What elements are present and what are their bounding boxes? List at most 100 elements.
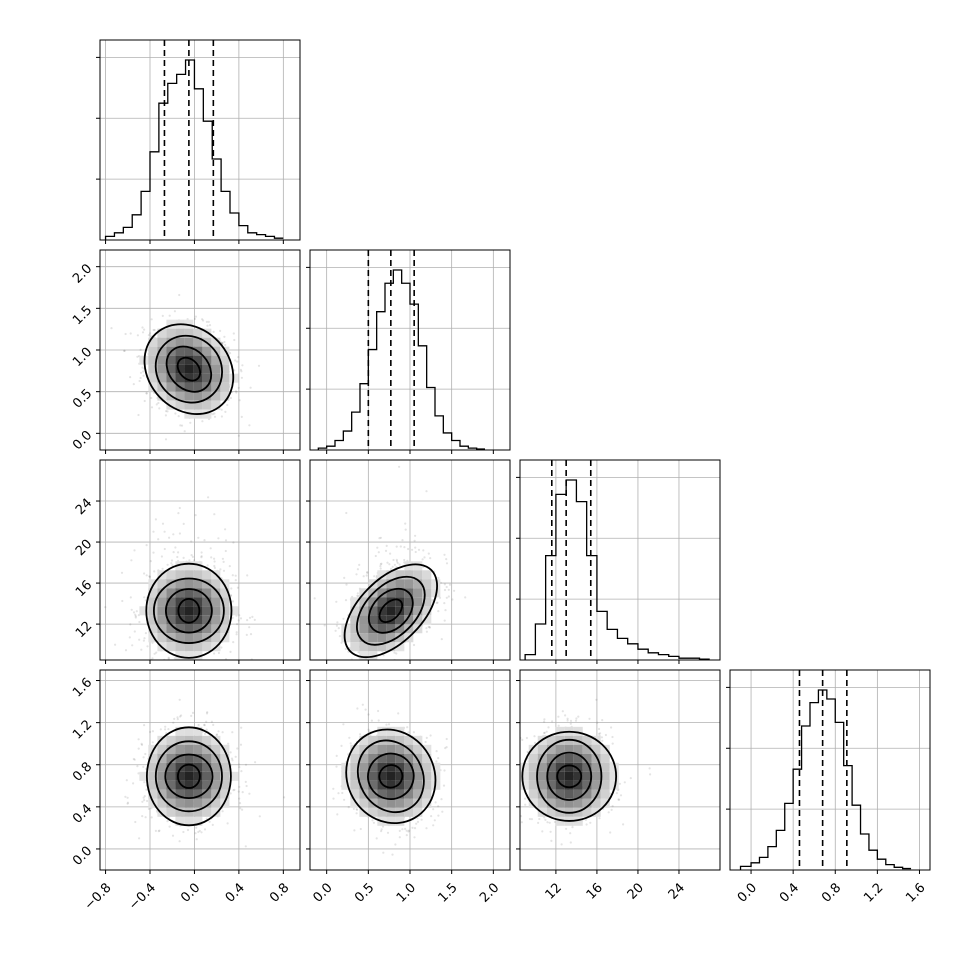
- density-cell: [157, 789, 167, 799]
- scatter-point: [138, 837, 141, 840]
- scatter-point: [182, 556, 185, 560]
- scatter-point: [369, 734, 372, 737]
- scatter-point: [191, 664, 193, 666]
- density-cell: [211, 744, 221, 754]
- scatter-point: [239, 807, 242, 810]
- scatter-point: [231, 600, 235, 603]
- density-cell: [202, 780, 212, 790]
- density-cell: [202, 597, 212, 607]
- scatter-point: [398, 836, 401, 839]
- density-cell: [184, 753, 194, 763]
- density-cell: [175, 633, 185, 643]
- scatter-point: [203, 539, 206, 542]
- scatter-point: [120, 571, 124, 574]
- contour-2: [356, 575, 426, 646]
- scatter-point: [238, 797, 241, 800]
- scatter-point: [223, 340, 226, 344]
- density-cell: [175, 597, 185, 607]
- y-tick-label: 0.4: [70, 802, 95, 827]
- density-cell: [377, 606, 387, 616]
- scatter-point: [394, 843, 397, 846]
- scatter-point: [203, 732, 207, 735]
- scatter-point: [191, 662, 193, 664]
- scatter-point: [164, 438, 168, 441]
- scatter-point: [344, 599, 348, 602]
- scatter-point: [128, 636, 131, 639]
- scatter-point: [200, 555, 203, 558]
- scatter-point: [348, 736, 351, 739]
- density-cell: [202, 391, 212, 401]
- density-cell: [157, 753, 167, 763]
- density-cell: [193, 780, 203, 790]
- scatter-points: [104, 496, 256, 678]
- density-cell: [184, 579, 194, 589]
- scatter-point: [142, 374, 145, 377]
- scatter-point: [238, 766, 241, 769]
- scatter-point: [234, 359, 237, 362]
- scatter-point: [221, 341, 224, 344]
- scatter-point: [160, 676, 162, 678]
- scatter-point: [412, 731, 415, 734]
- scatter-point: [191, 711, 195, 715]
- scatter-point: [132, 782, 135, 785]
- scatter-point: [230, 757, 234, 760]
- density-cell: [220, 373, 230, 383]
- y-tick-label: 0.0: [70, 844, 95, 869]
- scatter-point: [230, 587, 233, 590]
- density-cell: [202, 588, 212, 598]
- density-cell: [166, 762, 176, 772]
- scatter-point: [375, 837, 378, 840]
- scatter-point: [405, 834, 408, 837]
- density-cell: [193, 588, 203, 598]
- scatter-point: [183, 430, 186, 433]
- scatter-point: [379, 563, 382, 566]
- scatter-point: [129, 376, 132, 379]
- density-cell: [395, 606, 405, 616]
- contour-1: [165, 345, 213, 393]
- density-cell: [377, 597, 387, 607]
- scatter-point: [368, 730, 371, 733]
- contour-3: [343, 563, 438, 659]
- scatter-point: [244, 763, 248, 766]
- contour-0: [378, 598, 404, 624]
- scatter-point: [251, 615, 254, 619]
- scatter-point: [176, 716, 179, 719]
- scatter-point: [186, 663, 188, 665]
- scatter-point: [404, 664, 406, 666]
- scatter-point: [443, 583, 446, 586]
- scatter-point: [123, 349, 126, 352]
- scatter-point: [216, 733, 219, 736]
- scatter-point: [348, 664, 350, 666]
- scatter-point: [337, 627, 340, 630]
- scatter-point: [143, 328, 146, 331]
- scatter-point: [148, 575, 151, 578]
- density-cell: [175, 651, 185, 660]
- scatter-point: [393, 563, 396, 567]
- density-cell: [175, 642, 185, 652]
- density-cell: [184, 771, 194, 781]
- scatter-point: [171, 834, 175, 837]
- scatter-point: [238, 399, 241, 402]
- scatter-point: [432, 808, 435, 811]
- scatter-point: [205, 728, 208, 731]
- density-cell: [184, 597, 194, 607]
- scatter-point: [232, 541, 235, 544]
- density-cell: [184, 624, 194, 634]
- density-cell: [359, 597, 369, 607]
- density-cell: [193, 391, 203, 401]
- scatter-point: [205, 720, 208, 723]
- scatter-point: [227, 742, 230, 745]
- scatter-point: [377, 709, 380, 713]
- scatter-point: [130, 608, 133, 611]
- scatter-point: [189, 421, 192, 424]
- density-cell: [359, 633, 369, 643]
- scatter-point: [415, 822, 418, 825]
- scatter-point: [170, 562, 173, 565]
- scatter-point: [437, 610, 440, 613]
- density-cell: [148, 606, 158, 616]
- scatter-panel-3-0: 0.00.40.81.21.6−0.8 −0.4 0.0 0.4 0.8: [70, 669, 301, 913]
- scatter-point: [180, 714, 183, 717]
- density-cell: [202, 400, 212, 410]
- scatter-point: [229, 396, 232, 400]
- scatter-point: [213, 564, 216, 568]
